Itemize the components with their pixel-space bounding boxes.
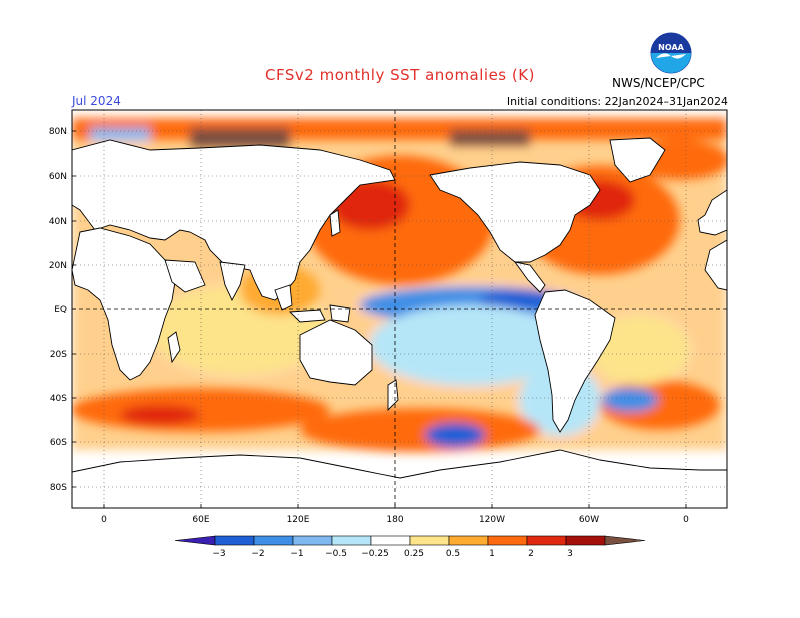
agency-label: NWS/NCEP/CPC [612, 76, 705, 90]
colorbar-label: −0.5 [325, 549, 347, 559]
colorbar-swatch [253, 535, 294, 546]
anomaly-field [72, 118, 727, 508]
lat-label: 80S [50, 483, 67, 493]
colorbar-label: 0.25 [404, 549, 424, 559]
lon-label: 120W [479, 515, 505, 525]
lat-label: EQ [54, 305, 67, 315]
lat-label: 20N [49, 261, 67, 271]
lon-ticks [103, 504, 687, 508]
colorbar-arrow-right [604, 535, 646, 546]
colorbar-swatch [409, 535, 450, 546]
continents [72, 137, 727, 508]
lat-label: 80N [49, 127, 67, 137]
lat-label: 60N [49, 172, 67, 182]
colorbar: −3 −2 −1 −0.5 −0.25 0.25 0.5 1 2 3 [174, 535, 646, 559]
colorbar-label: 1 [489, 549, 495, 559]
colorbar-label: −1 [290, 549, 303, 559]
colorbar-label: −2 [251, 549, 264, 559]
colorbar-label: 0.5 [446, 549, 460, 559]
lon-label: 60E [192, 515, 209, 525]
lon-label: 0 [101, 515, 107, 525]
colorbar-swatch [526, 535, 567, 546]
map-title: CFSv2 monthly SST anomalies (K) [265, 66, 535, 84]
longitude-labels: 0 60E 120E 180 120W 60W 0 [101, 515, 689, 525]
colorbar-swatch [214, 535, 255, 546]
equator-dateline [72, 110, 727, 508]
colorbar-swatch [487, 535, 528, 546]
lon-label: 180 [386, 515, 403, 525]
colorbar-swatch [370, 535, 411, 546]
lat-label: 20S [50, 350, 67, 360]
lat-ticks [72, 130, 76, 488]
logo-text: NOAA [658, 43, 684, 52]
lat-label: 40N [49, 217, 67, 227]
forecast-month: Jul 2024 [72, 94, 121, 108]
colorbar-swatch [448, 535, 489, 546]
lon-label: 0 [683, 515, 689, 525]
noaa-logo-icon: NOAA [650, 32, 692, 74]
lon-label: 60W [579, 515, 599, 525]
lat-label: 60S [50, 438, 67, 448]
colorbar-label: 3 [567, 549, 573, 559]
latitude-labels: 80N 60N 40N 20N EQ 20S 40S 60S 80S [49, 127, 67, 493]
colorbar-label: −3 [212, 549, 225, 559]
lat-label: 40S [50, 394, 67, 404]
colorbar-label: −0.25 [361, 549, 389, 559]
colorbar-swatch [331, 535, 372, 546]
lon-label: 120E [287, 515, 310, 525]
initial-conditions: Initial conditions: 22Jan2024–31Jan2024 [506, 95, 728, 108]
colorbar-arrow-left [174, 535, 216, 546]
colorbar-label: 2 [528, 549, 534, 559]
colorbar-swatch [292, 535, 333, 546]
colorbar-swatch [565, 535, 606, 546]
